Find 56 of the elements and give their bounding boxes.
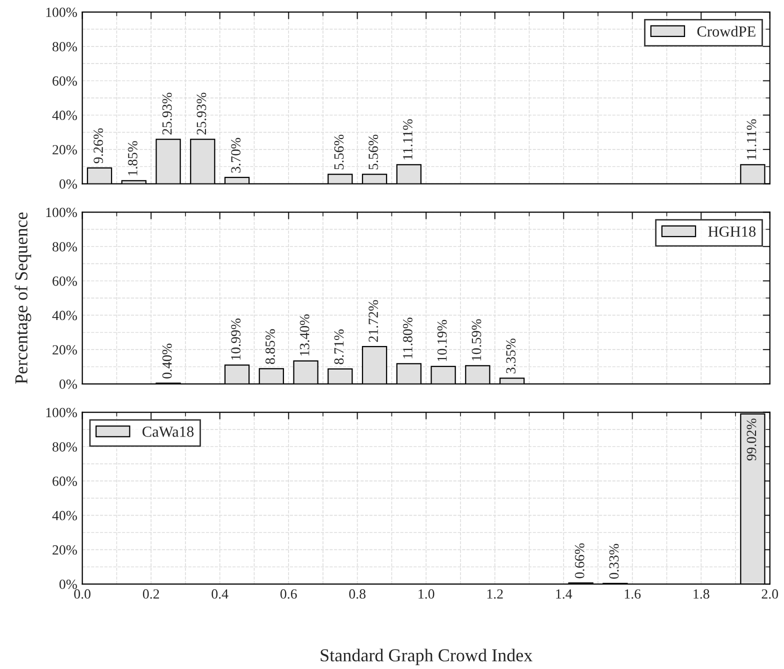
x-tick-label: 0.2 bbox=[142, 589, 159, 599]
y-tick-label: 20% bbox=[52, 545, 77, 555]
y-tick-label: 40% bbox=[52, 110, 77, 120]
data-label: 11.80% bbox=[403, 318, 412, 358]
y-tick-label: 60% bbox=[52, 476, 77, 486]
y-tick-label: 20% bbox=[52, 145, 77, 154]
y-tick-label: 80% bbox=[52, 42, 77, 52]
data-label: 9.26% bbox=[94, 128, 104, 164]
x-tick-label: 1.4 bbox=[556, 589, 572, 599]
y-tick-label: 60% bbox=[52, 76, 77, 86]
data-label: 99.02% bbox=[746, 418, 756, 460]
y-axis-title: Percentage of Sequence bbox=[14, 212, 32, 384]
data-label: 8.71% bbox=[334, 329, 344, 364]
y-tick-label: 100% bbox=[46, 208, 77, 218]
x-tick-label: 0.4 bbox=[212, 589, 228, 599]
y-tick-label: 0% bbox=[59, 179, 77, 189]
legend-label: HGH18 bbox=[708, 226, 756, 237]
data-label: 3.70% bbox=[231, 138, 241, 173]
x-tick-label: 1.8 bbox=[694, 589, 710, 599]
y-tick-label: 80% bbox=[52, 442, 77, 452]
data-label: 10.59% bbox=[472, 319, 482, 360]
y-tick-label: 20% bbox=[52, 345, 77, 355]
data-label: 10.99% bbox=[231, 318, 241, 360]
x-tick-label: 1.2 bbox=[487, 589, 503, 599]
y-tick-label: 60% bbox=[52, 276, 77, 286]
x-axis-title: Standard Graph Crowd Index bbox=[320, 648, 532, 666]
x-tick-label: 2.0 bbox=[762, 589, 778, 599]
legend-label: CaWa18 bbox=[142, 426, 194, 437]
data-label: 0.66% bbox=[574, 543, 584, 578]
y-tick-label: 80% bbox=[52, 242, 77, 252]
data-label: 5.56% bbox=[368, 134, 378, 170]
data-label: 1.85% bbox=[128, 141, 138, 176]
data-label: 3.35% bbox=[506, 338, 516, 374]
y-tick-label: 100% bbox=[46, 408, 77, 418]
data-label: 0.40% bbox=[162, 344, 172, 379]
x-tick-label: 1.6 bbox=[624, 589, 641, 599]
data-label: 10.19% bbox=[437, 320, 447, 362]
data-label: 21.72% bbox=[368, 300, 378, 342]
y-tick-label: 40% bbox=[52, 310, 77, 320]
y-tick-label: 0% bbox=[59, 580, 77, 590]
y-tick-label: 40% bbox=[52, 510, 77, 520]
legend-label: CrowdPE bbox=[697, 26, 756, 37]
x-tick-label: 1.0 bbox=[418, 589, 434, 599]
x-tick-label: 0.8 bbox=[349, 589, 366, 599]
data-label: 8.85% bbox=[266, 329, 275, 364]
data-label: 25.93% bbox=[162, 92, 172, 134]
data-label: 11.11% bbox=[403, 119, 412, 160]
y-tick-label: 100% bbox=[46, 8, 77, 18]
x-tick-label: 0.6 bbox=[280, 589, 297, 599]
data-label: 11.11% bbox=[746, 119, 756, 160]
data-label: 5.56% bbox=[334, 134, 344, 170]
data-label: 25.93% bbox=[196, 92, 206, 134]
data-label: 0.33% bbox=[609, 544, 619, 579]
x-tick-label: 0.0 bbox=[74, 589, 90, 599]
data-label: 13.40% bbox=[300, 314, 310, 356]
y-tick-label: 0% bbox=[59, 380, 77, 389]
